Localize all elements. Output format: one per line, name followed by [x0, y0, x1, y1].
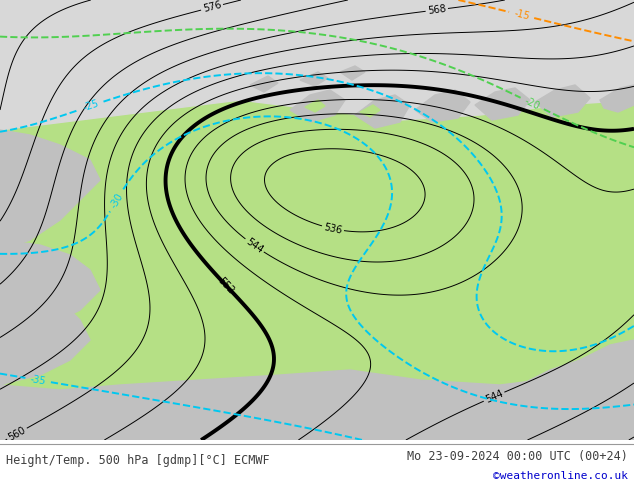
Polygon shape [600, 85, 634, 112]
Text: 536: 536 [323, 222, 343, 236]
Bar [0, 0, 634, 100]
Polygon shape [250, 76, 278, 92]
Text: Height/Temp. 500 hPa [gdmp][°C] ECMWF: Height/Temp. 500 hPa [gdmp][°C] ECMWF [6, 454, 269, 466]
Text: Mo 23-09-2024 00:00 UTC (00+24): Mo 23-09-2024 00:00 UTC (00+24) [407, 449, 628, 463]
Polygon shape [355, 95, 410, 128]
Polygon shape [305, 100, 325, 112]
Polygon shape [300, 72, 328, 86]
Polygon shape [340, 66, 365, 80]
Text: -20: -20 [523, 96, 541, 111]
Polygon shape [0, 370, 634, 440]
Text: 544: 544 [244, 236, 265, 255]
Polygon shape [0, 285, 90, 385]
Text: 576: 576 [202, 0, 223, 14]
Text: -15: -15 [513, 8, 531, 22]
Text: -35: -35 [30, 374, 47, 386]
Text: ©weatheronline.co.uk: ©weatheronline.co.uk [493, 471, 628, 481]
Text: -30: -30 [108, 191, 125, 210]
Polygon shape [535, 85, 590, 117]
Polygon shape [475, 88, 530, 120]
Text: 568: 568 [427, 4, 446, 16]
Polygon shape [0, 240, 100, 340]
Polygon shape [500, 340, 634, 440]
Text: 552: 552 [216, 275, 236, 295]
Text: -25: -25 [82, 98, 100, 113]
Polygon shape [360, 105, 380, 117]
Text: 544: 544 [484, 389, 505, 405]
Polygon shape [290, 90, 345, 122]
Text: 560: 560 [6, 425, 27, 442]
Polygon shape [0, 130, 100, 250]
Polygon shape [0, 0, 634, 130]
Polygon shape [415, 90, 470, 122]
